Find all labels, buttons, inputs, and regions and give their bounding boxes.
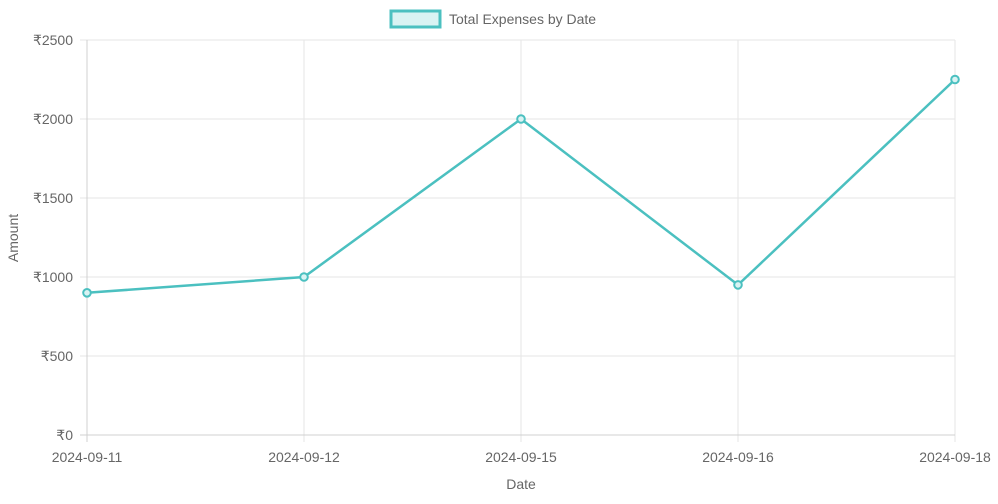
- y-tick-labels: ₹0 ₹500 ₹1000 ₹1500 ₹2000 ₹2500: [33, 32, 73, 443]
- data-point[interactable]: [516, 114, 526, 124]
- x-tick-label: 2024-09-12: [268, 449, 340, 465]
- y-axis-title: Amount: [5, 214, 21, 262]
- y-tick-label: ₹2500: [33, 32, 73, 48]
- x-tick-label: 2024-09-16: [702, 449, 774, 465]
- data-point[interactable]: [950, 74, 960, 85]
- x-tick-label: 2024-09-11: [52, 449, 123, 465]
- legend-swatch[interactable]: [389, 9, 442, 29]
- x-tick-label: 2024-09-18: [919, 449, 991, 465]
- y-tick-label: ₹500: [41, 348, 73, 364]
- data-point[interactable]: [733, 280, 743, 290]
- x-axis-title: Date: [506, 476, 536, 492]
- legend[interactable]: Total Expenses by Date: [389, 9, 596, 29]
- y-tick-label: ₹1500: [33, 190, 73, 206]
- data-point[interactable]: [82, 288, 92, 298]
- grid-lines: [80, 39, 956, 442]
- legend-label[interactable]: Total Expenses by Date: [449, 11, 596, 27]
- x-tick-labels: 2024-09-11 2024-09-12 2024-09-15 2024-09-16…: [52, 449, 991, 465]
- series-layer: [82, 74, 960, 298]
- y-tick-label: ₹2000: [33, 111, 73, 127]
- x-tick-label: 2024-09-15: [485, 449, 557, 465]
- y-tick-label: ₹0: [56, 427, 73, 443]
- data-point[interactable]: [299, 272, 309, 282]
- axes: [80, 40, 955, 442]
- y-tick-label: ₹1000: [33, 269, 73, 285]
